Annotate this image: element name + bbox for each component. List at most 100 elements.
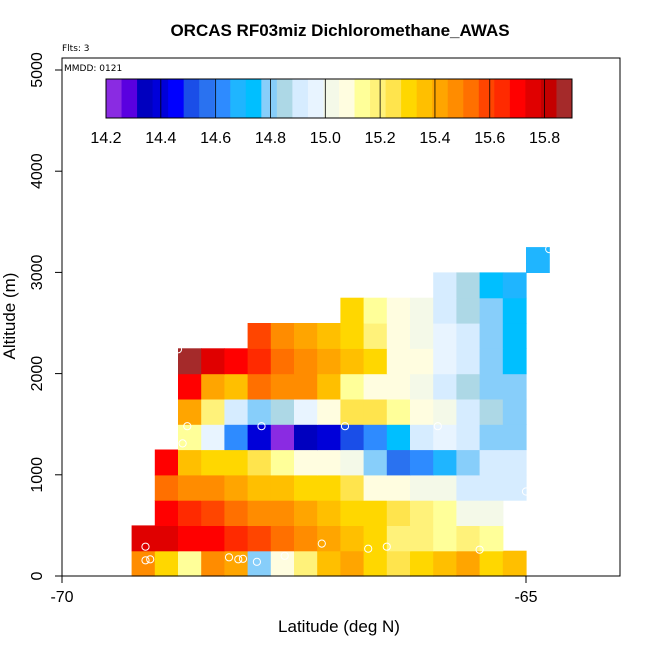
colorbar-swatch — [478, 79, 495, 118]
heatmap-cell — [294, 323, 318, 349]
heatmap-cell — [178, 398, 202, 425]
heatmap-cell — [224, 449, 249, 476]
heatmap-cell — [317, 348, 341, 375]
heatmap-cell — [433, 424, 457, 451]
sample-marker — [257, 422, 266, 431]
heatmap-cell — [386, 323, 411, 349]
heatmap-cell — [270, 500, 295, 526]
heatmap-cell — [247, 449, 272, 476]
heatmap-cell — [502, 348, 527, 375]
heatmap-cell — [456, 449, 481, 476]
heatmap-cell — [479, 500, 504, 526]
colorbar-swatch — [525, 79, 542, 118]
heatmap-cell — [433, 449, 457, 476]
heatmap-cell — [456, 550, 481, 577]
heatmap-cell — [247, 550, 272, 577]
colorbar-tick-label: 15.8 — [529, 130, 560, 147]
y-axis-label: Altitude (m) — [0, 273, 19, 360]
heatmap-cell — [456, 398, 481, 425]
heatmap-cell — [386, 424, 411, 451]
heatmap-cell — [270, 373, 295, 400]
chart-title: ORCAS RF03miz Dichloromethane_AWAS — [170, 21, 509, 40]
colorbar-swatch — [261, 79, 278, 118]
heatmap-cell — [178, 500, 202, 526]
heatmap-cell — [363, 373, 388, 400]
x-axis-label: Latitude (deg N) — [278, 617, 400, 636]
heatmap-cell — [317, 550, 341, 577]
colorbar-swatch — [106, 79, 123, 118]
heatmap-cell — [502, 373, 527, 400]
heatmap-cell — [410, 424, 434, 451]
heatmap-cell — [317, 398, 341, 425]
heatmap-cell — [154, 474, 179, 501]
colorbar-tick-label: 14.8 — [255, 130, 286, 147]
heatmap-cell — [340, 424, 365, 451]
heatmap-cell — [247, 348, 272, 375]
heatmap-cell — [433, 525, 457, 552]
colorbar-swatch — [509, 79, 526, 118]
heatmap-cell — [247, 500, 272, 526]
heatmap-cell — [363, 500, 388, 526]
heatmap-cell — [502, 297, 527, 324]
y-tick-label: 1000 — [29, 457, 46, 493]
y-tick-label: 3000 — [29, 255, 46, 291]
heatmap-cell — [317, 449, 341, 476]
colorbar-swatch — [370, 79, 387, 118]
heatmap-cell — [178, 550, 202, 577]
heatmap-cell — [410, 525, 434, 552]
heatmap-cell — [433, 297, 457, 324]
sample-marker — [340, 422, 350, 431]
heatmap-cell — [270, 525, 295, 552]
sample-marker — [364, 544, 373, 553]
heatmap-cell — [247, 323, 272, 349]
heatmap-cell — [294, 449, 318, 476]
heatmap-cell — [247, 424, 272, 451]
heatmap-cell — [340, 323, 365, 349]
colorbar-swatch — [137, 79, 154, 118]
heatmap-cells — [131, 247, 550, 577]
heatmap-cell — [294, 474, 318, 501]
heatmap-cell — [247, 398, 272, 425]
colorbar-swatch — [230, 79, 247, 118]
heatmap-cell — [410, 550, 434, 577]
heatmap-cell — [294, 373, 318, 400]
heatmap-cell — [410, 373, 434, 400]
heatmap-cell — [224, 398, 249, 425]
heatmap-cell — [201, 398, 225, 425]
heatmap-cell — [433, 373, 457, 400]
colorbar-swatch — [401, 79, 418, 118]
sample-marker — [141, 556, 150, 565]
heatmap-cell — [340, 500, 365, 526]
colorbar-tick-label: 14.2 — [90, 130, 121, 147]
heatmap-cell — [410, 398, 434, 425]
colorbar-tick-label: 15.6 — [474, 130, 505, 147]
heatmap-cell — [386, 348, 411, 375]
heatmap-cell — [270, 449, 295, 476]
heatmap-cell — [433, 500, 457, 526]
colorbar-swatch — [354, 79, 371, 118]
sample-marker — [178, 439, 187, 448]
heatmap-cell — [410, 323, 434, 349]
heatmap-cell — [294, 398, 318, 425]
colorbar-tick-label: 15.0 — [310, 130, 341, 147]
heatmap-cell — [456, 297, 481, 324]
colorbar-swatch — [323, 79, 340, 118]
heatmap-cell — [363, 424, 388, 451]
heatmap-cell — [502, 398, 527, 425]
heatmap-cell — [526, 247, 550, 273]
heatmap-cell — [386, 373, 411, 400]
heatmap-cell — [270, 323, 295, 349]
heatmap-cell — [340, 474, 365, 501]
heatmap-cell — [270, 348, 295, 375]
colorbar-swatch — [556, 79, 573, 118]
colorbar-swatch — [307, 79, 324, 118]
y-tick-label: 2000 — [29, 356, 46, 392]
heatmap-cell — [201, 500, 225, 526]
heatmap-cell — [386, 474, 411, 501]
sample-marker — [545, 245, 554, 254]
heatmap-cell — [386, 550, 411, 577]
heatmap-cell — [479, 424, 504, 451]
heatmap-cell — [294, 424, 318, 451]
heatmap-cell — [386, 500, 411, 526]
